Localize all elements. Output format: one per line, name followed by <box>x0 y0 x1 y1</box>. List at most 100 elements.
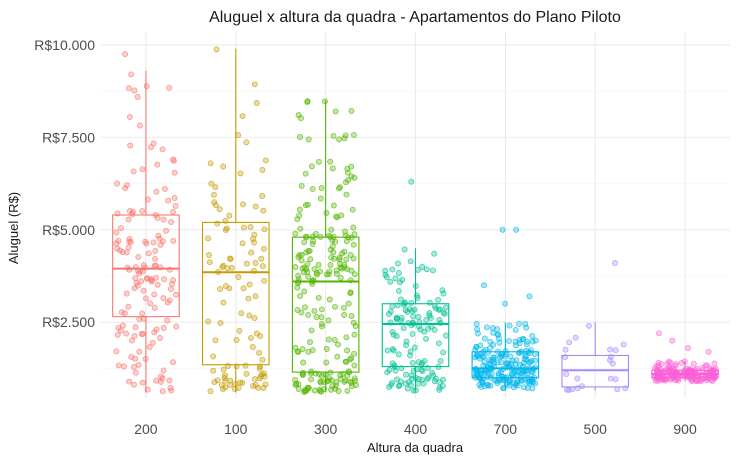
outlier-point <box>656 330 662 337</box>
data-point <box>253 330 260 337</box>
data-point <box>481 335 488 342</box>
data-point <box>348 267 355 274</box>
data-point <box>393 314 400 321</box>
y-tick-label: R$2.500 <box>42 314 95 330</box>
data-point <box>155 232 162 239</box>
data-point <box>431 250 438 257</box>
data-point <box>430 267 436 274</box>
data-point <box>435 296 442 303</box>
data-point <box>477 342 484 349</box>
data-point <box>429 369 436 376</box>
data-point <box>115 324 122 331</box>
data-point <box>387 308 394 315</box>
outlier-point <box>499 226 506 233</box>
data-point <box>351 362 358 369</box>
data-point <box>395 383 402 390</box>
data-point <box>326 296 333 303</box>
data-point <box>609 360 616 367</box>
data-point <box>207 388 214 395</box>
data-point <box>220 366 227 373</box>
data-point <box>562 346 569 353</box>
data-point <box>143 295 149 302</box>
data-point <box>170 237 177 244</box>
data-point <box>563 386 570 393</box>
data-point <box>251 231 258 238</box>
data-point <box>410 387 417 394</box>
data-point <box>680 368 687 375</box>
data-point <box>305 311 312 318</box>
data-point <box>212 337 219 344</box>
data-point <box>352 323 359 329</box>
outlier-point <box>502 300 509 307</box>
data-point <box>411 306 418 313</box>
data-point <box>261 373 268 380</box>
data-point <box>206 259 213 266</box>
data-point <box>223 225 230 232</box>
data-point <box>292 382 299 388</box>
data-point <box>389 303 396 310</box>
data-point <box>305 136 312 143</box>
data-point <box>136 270 143 277</box>
data-point <box>491 359 498 366</box>
data-point <box>252 203 259 210</box>
data-point <box>423 266 430 273</box>
data-point <box>435 340 442 347</box>
data-point <box>343 179 349 186</box>
data-point <box>408 299 415 306</box>
data-point <box>343 256 350 263</box>
data-point <box>330 249 337 256</box>
data-point <box>331 336 338 343</box>
data-point <box>328 386 335 393</box>
data-point <box>348 379 355 386</box>
data-point <box>343 334 350 341</box>
data-point <box>247 334 254 341</box>
x-tick-label: 200 <box>134 421 158 437</box>
data-point <box>532 380 539 387</box>
data-point <box>227 256 234 263</box>
data-point <box>309 185 316 192</box>
data-point <box>436 379 443 386</box>
data-point <box>314 271 320 278</box>
data-point <box>410 367 417 374</box>
data-point <box>301 288 308 295</box>
data-point <box>395 260 401 267</box>
data-point <box>239 240 246 247</box>
data-point <box>125 244 132 251</box>
data-point <box>519 368 526 375</box>
data-point <box>523 347 530 354</box>
data-point <box>339 250 346 257</box>
data-point <box>315 294 322 301</box>
x-tick-label: 400 <box>404 421 428 437</box>
data-point <box>512 361 519 368</box>
data-point <box>323 210 330 216</box>
data-point <box>134 282 141 289</box>
data-point <box>532 357 539 364</box>
data-point <box>227 377 234 384</box>
data-point <box>206 252 212 259</box>
data-point <box>344 387 351 394</box>
data-point <box>472 354 479 361</box>
data-point <box>654 377 661 384</box>
data-point <box>321 98 328 105</box>
data-point <box>217 286 224 292</box>
data-point <box>392 275 399 282</box>
data-point <box>415 314 422 320</box>
data-point <box>711 375 718 382</box>
x-tick-label: 300 <box>314 421 338 437</box>
data-point <box>333 213 340 220</box>
data-point <box>298 309 305 316</box>
data-point <box>317 195 324 202</box>
data-point <box>252 293 259 300</box>
data-point <box>242 362 249 369</box>
data-point <box>251 376 258 383</box>
data-point <box>333 270 340 277</box>
data-point <box>148 278 155 285</box>
data-point <box>307 339 313 346</box>
box-iqr <box>112 214 180 318</box>
data-point <box>173 323 180 330</box>
data-point <box>432 305 439 312</box>
data-point <box>139 330 146 337</box>
data-point <box>516 349 523 356</box>
data-point <box>216 206 223 213</box>
data-point <box>128 71 135 78</box>
